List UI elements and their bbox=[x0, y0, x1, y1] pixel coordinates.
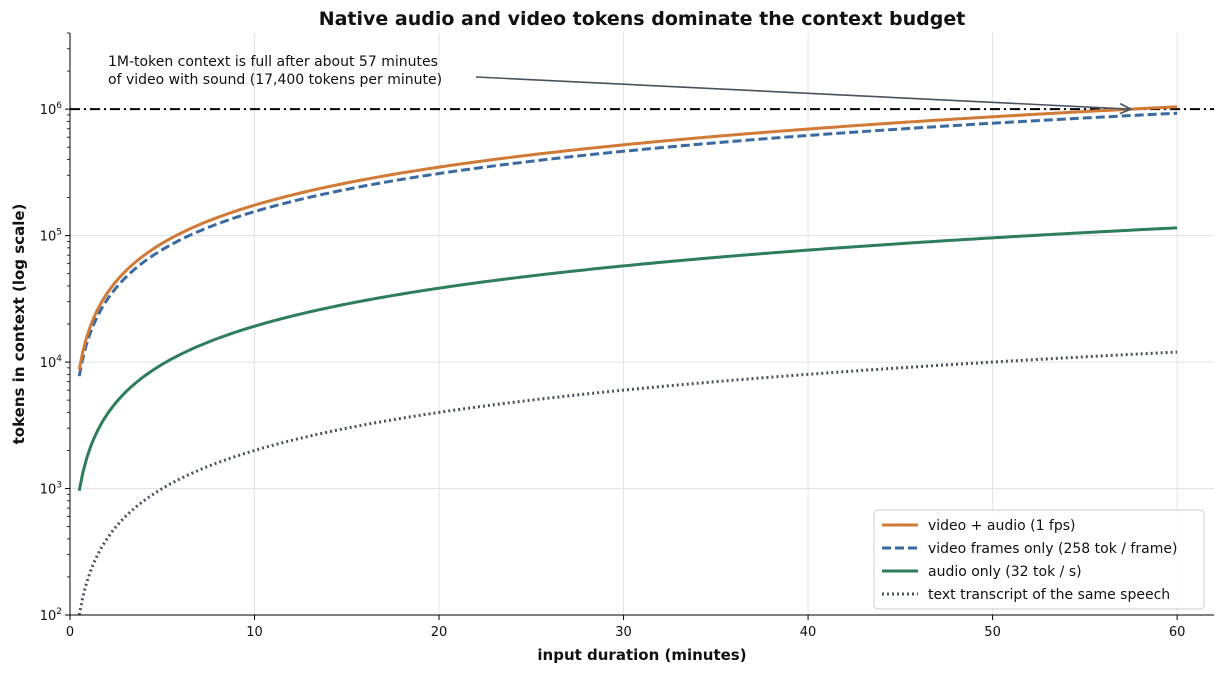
series-line-2 bbox=[77, 111, 1178, 377]
x-tick-label: 20 bbox=[431, 625, 448, 640]
x-ticks: 0 10 20 30 40 50 60 bbox=[66, 615, 1186, 640]
y-tick-label: 103 bbox=[40, 481, 62, 498]
x-tick-label: 30 bbox=[615, 625, 632, 640]
y-tick-label: 105 bbox=[40, 228, 62, 245]
annotation-line-2: of video with sound (17,400 tokens per m… bbox=[108, 72, 442, 88]
x-tick-label: 60 bbox=[1169, 625, 1186, 640]
y-tick-label: 106 bbox=[40, 101, 63, 118]
legend-label-4: text transcript of the same speech bbox=[928, 587, 1170, 603]
annotation-group: 1M-token context is full after about 57 … bbox=[108, 54, 1133, 115]
annotation-arrow-head bbox=[1119, 102, 1133, 115]
legend-label-2: video frames only (258 tok / frame) bbox=[928, 541, 1177, 557]
legend-box bbox=[873, 509, 1205, 610]
x-tick-label: 40 bbox=[800, 625, 817, 640]
series-lines bbox=[77, 105, 1178, 616]
y-ticks: 102 103 104 105 106 bbox=[40, 32, 70, 624]
annotation-arrow-line bbox=[475, 76, 1132, 110]
grid-lines bbox=[69, 33, 1214, 616]
x-tick-label: 10 bbox=[246, 625, 263, 640]
series-line-4 bbox=[77, 350, 1178, 616]
legend-label-1: video + audio (1 fps) bbox=[928, 518, 1076, 534]
x-axis-label: input duration (minutes) bbox=[537, 646, 746, 664]
x-tick-label: 50 bbox=[984, 625, 1001, 640]
series-line-1 bbox=[77, 105, 1178, 371]
legend-label-3: audio only (32 tok / s) bbox=[928, 564, 1082, 580]
chart-title: Native audio and video tokens dominate t… bbox=[319, 8, 966, 30]
series-line-3 bbox=[77, 226, 1178, 492]
y-tick-label: 104 bbox=[40, 354, 63, 371]
legend: video + audio (1 fps) video frames only (… bbox=[873, 509, 1205, 610]
x-tick-label: 0 bbox=[66, 625, 74, 640]
y-axis-label: tokens in context (log scale) bbox=[10, 204, 28, 445]
annotation-line-1: 1M-token context is full after about 57 … bbox=[108, 54, 438, 70]
y-tick-label: 102 bbox=[40, 607, 62, 624]
